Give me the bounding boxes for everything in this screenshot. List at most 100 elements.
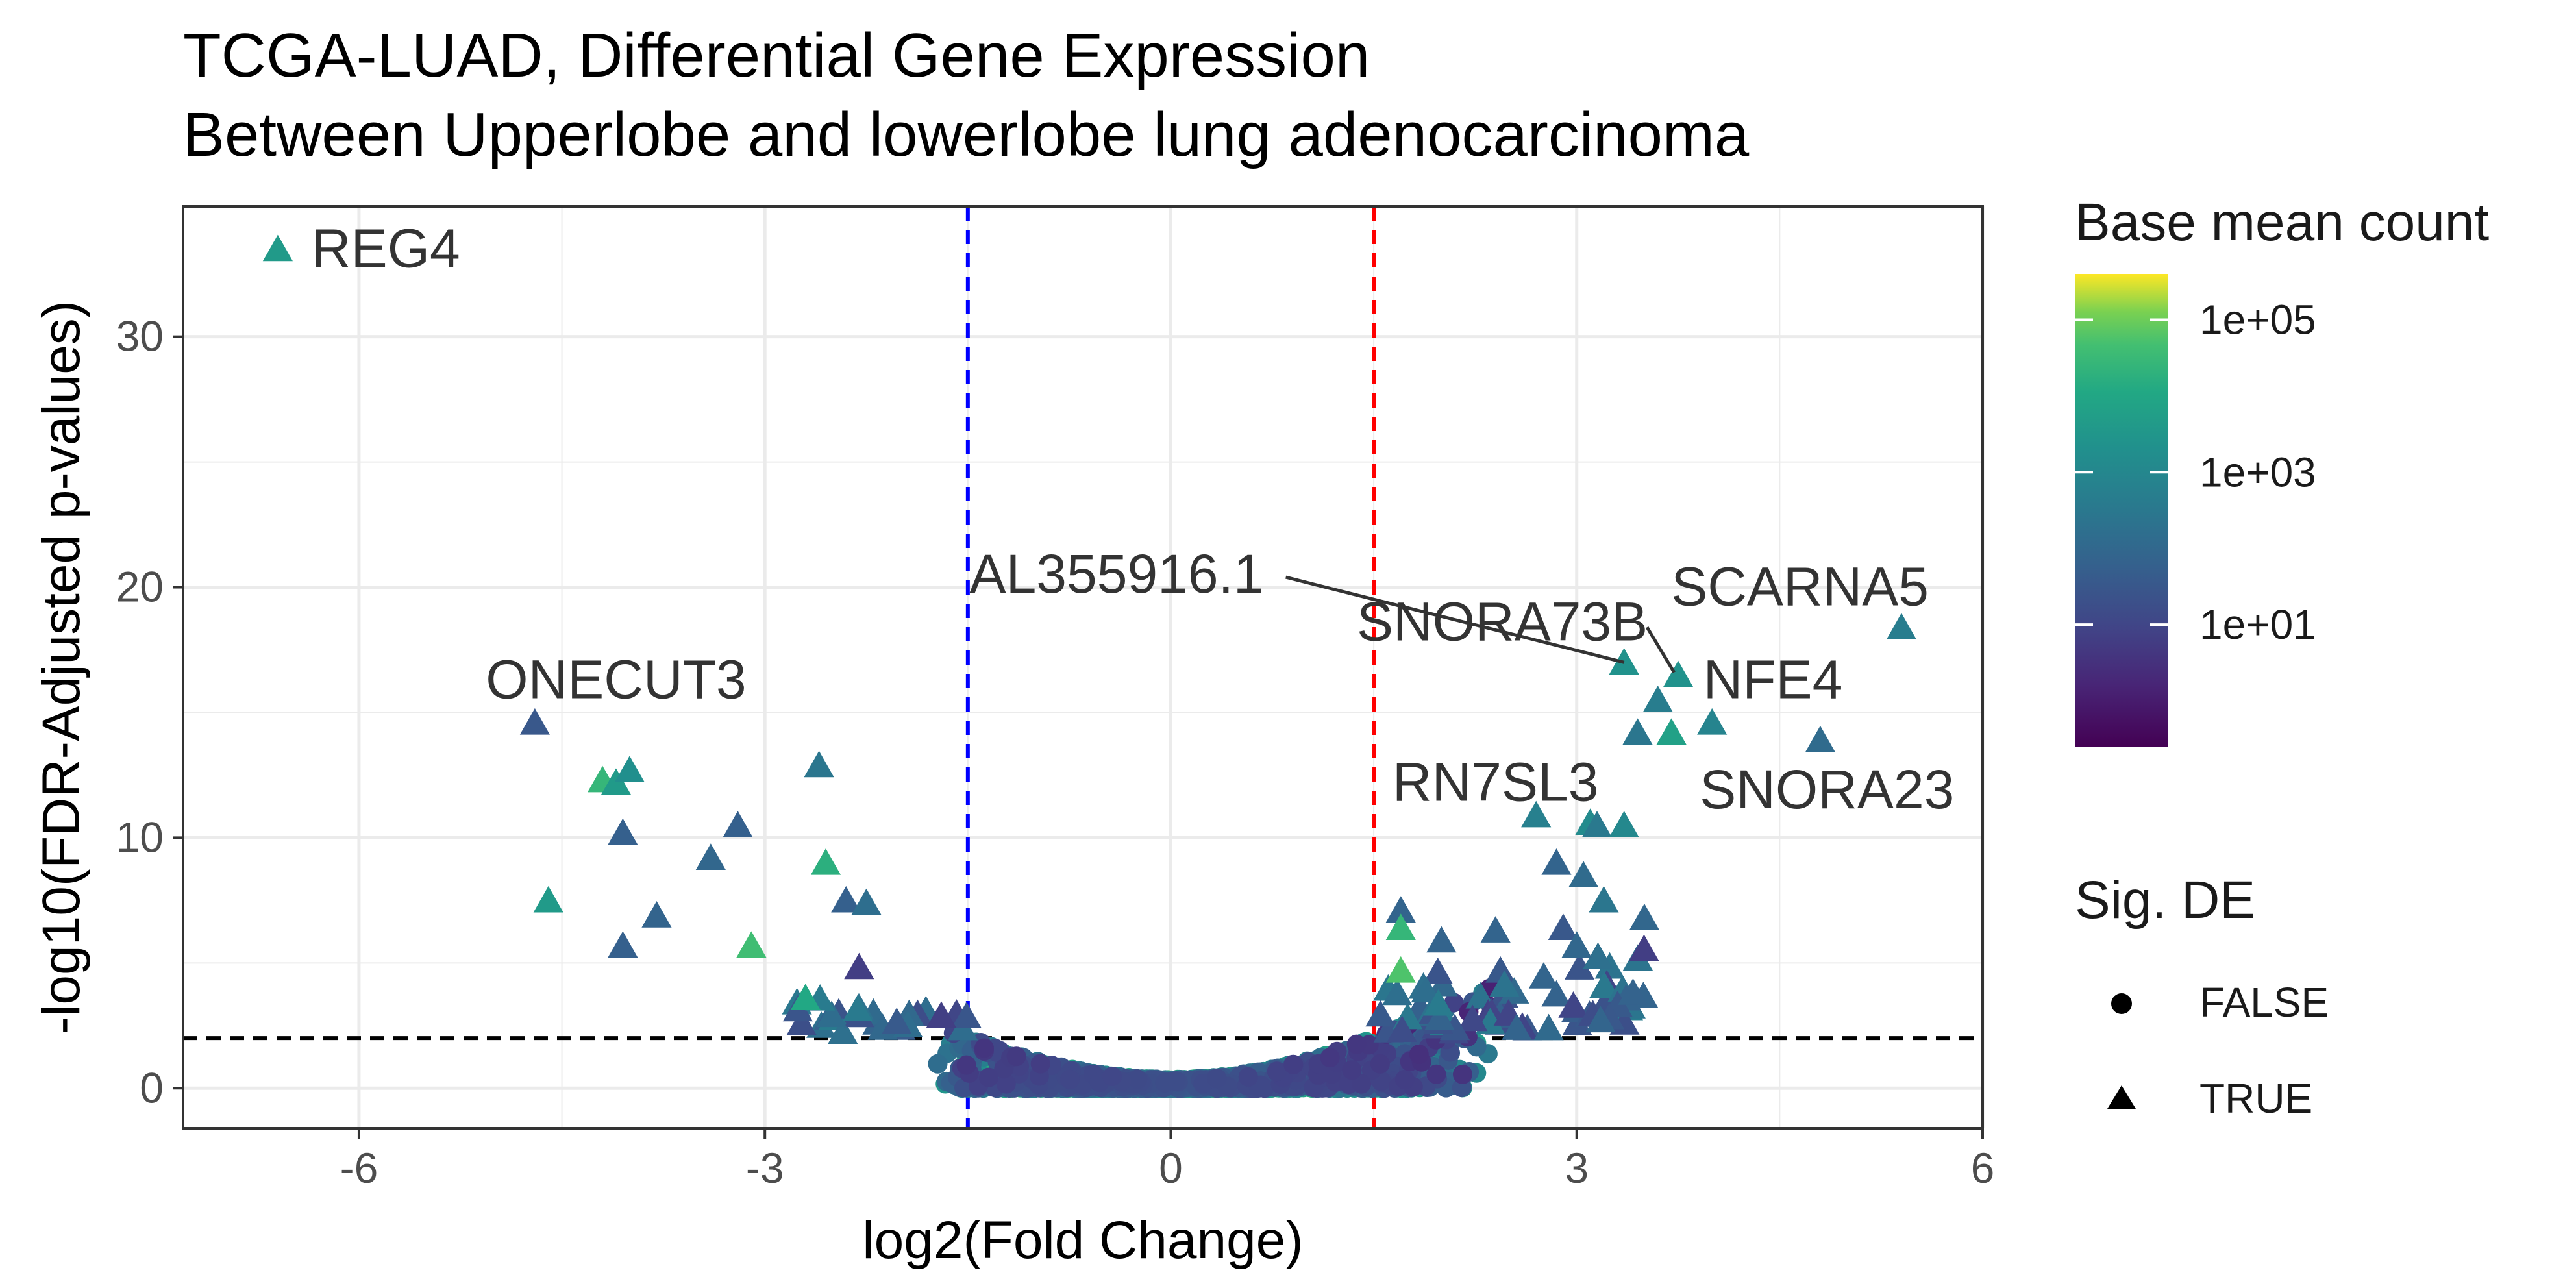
x-tick-label: -6 [340,1144,378,1192]
shape-legend-title: Sig. DE [2075,871,2255,930]
point-nonsig [1207,1069,1227,1089]
chart-title: TCGA-LUAD, Differential Gene Expression [183,21,1370,90]
color-tick-label: 1e+01 [2199,601,2316,648]
point-sig-edge [1489,970,1520,997]
point-nonsig [1006,1046,1026,1067]
point-sig [1886,613,1917,639]
y-tick-label: 0 [140,1063,164,1111]
point-sig-edge [1387,1015,1417,1043]
shape-legend: Sig. DE FALSE TRUE [2075,871,2329,1122]
point-sig [1629,903,1660,930]
point-sig-edge [1618,978,1648,1005]
chart-subtitle: Between Upperlobe and lowerlobe lung ade… [183,100,1750,169]
y-tick-label: 20 [116,563,164,611]
y-tick-label: 10 [116,813,164,861]
point-nonsig [974,1038,994,1058]
point-sig [641,901,672,928]
x-tick-label: -3 [746,1144,784,1192]
point-nonsig [1342,1060,1362,1080]
reference-lines [183,206,1983,1128]
point-sig [1480,916,1511,943]
point-nonsig [1320,1048,1340,1068]
gene-label: RN7SL3 [1393,752,1599,813]
point-nonsig [1030,1054,1050,1074]
point-sig [804,750,834,778]
point-nonsig [996,1074,1016,1094]
point-nonsig [1238,1067,1258,1087]
point-sig-edge [1585,1006,1616,1033]
point-sig [695,843,726,870]
gene-label: NFE4 [1703,649,1843,710]
data-points [262,234,1917,1098]
point-sig [831,886,861,913]
point-sig-edge [1583,942,1613,969]
point-sig [1521,800,1552,828]
label-leader-line [1285,575,1625,664]
point-sig-edge [1365,1000,1396,1027]
point-sig [1589,886,1619,913]
point-sig [790,984,821,1011]
point-nonsig [978,1067,998,1087]
point-nonsig [1346,1034,1367,1054]
point-sig [723,811,753,837]
point-nonsig [1394,1069,1415,1089]
point-nonsig [1102,1066,1122,1086]
label-leaders [1285,575,1676,674]
point-sig [1561,931,1592,958]
point-sig-edge [1457,1004,1488,1032]
color-tick-label: 1e+05 [2199,296,2316,343]
point-sig [1581,811,1613,837]
point-sig [1385,956,1416,983]
point-sig [1805,725,1835,752]
point-nonsig [1409,1044,1429,1064]
x-tick-label: 0 [1159,1144,1183,1192]
point-sig-edge [882,1008,912,1034]
point-sig-edge [926,1001,957,1028]
plot-panel [183,206,1983,1128]
point-sig [1642,686,1673,712]
panel-border [182,205,1984,1130]
legend-true-label: TRUE [2199,1075,2312,1122]
point-sig [1385,896,1416,923]
point-nonsig [954,1078,974,1098]
point-sig-edge [816,1000,847,1028]
x-tick-label: 6 [1971,1144,1995,1192]
point-sig-edge [842,995,873,1021]
point-nonsig [1352,1074,1372,1094]
point-sig [736,931,767,958]
point-sig-edge [1589,971,1620,998]
point-sig-edge [1485,956,1516,983]
y-axis-ticks: 0 10 20 30 [116,312,183,1111]
point-nonsig [1155,1073,1175,1093]
point-sig-edge [1558,991,1589,1018]
point-sig-edge [786,1008,817,1035]
gene-label: REG4 [312,218,460,279]
color-legend-bar [2075,274,2168,747]
point-sig [262,234,293,262]
point-sig [1656,718,1687,745]
point-nonsig [1444,993,1464,1013]
point-sig-edge [1564,953,1595,980]
point-nonsig [1370,1054,1390,1074]
point-sig [1697,708,1728,735]
point-sig [519,708,550,735]
y-axis-title: -log10(FDR-Adjusted p-values) [32,301,91,1034]
point-sig-edge [1423,989,1454,1016]
legend-circle-icon [2111,993,2132,1014]
point-sig [1568,861,1599,887]
point-sig-edge [1411,976,1441,1003]
point-sig [533,886,564,913]
gene-label: SNORA23 [1700,759,1954,820]
point-sig [1541,848,1572,875]
point-sig-edge [951,1002,982,1028]
point-sig [1426,926,1457,953]
color-legend: Base mean count 1e+05 1e+03 1e+01 [2075,193,2489,747]
gene-label: SNORA73B [1357,591,1648,652]
point-sig-edge [1424,1003,1455,1030]
point-sig-edge [828,1017,858,1044]
label-leader-line [1645,626,1676,674]
x-axis-title: log2(Fold Change) [862,1211,1303,1270]
legend-false-label: FALSE [2199,979,2329,1026]
point-sig-edge [1629,934,1659,961]
point-sig-edge [1422,957,1453,984]
